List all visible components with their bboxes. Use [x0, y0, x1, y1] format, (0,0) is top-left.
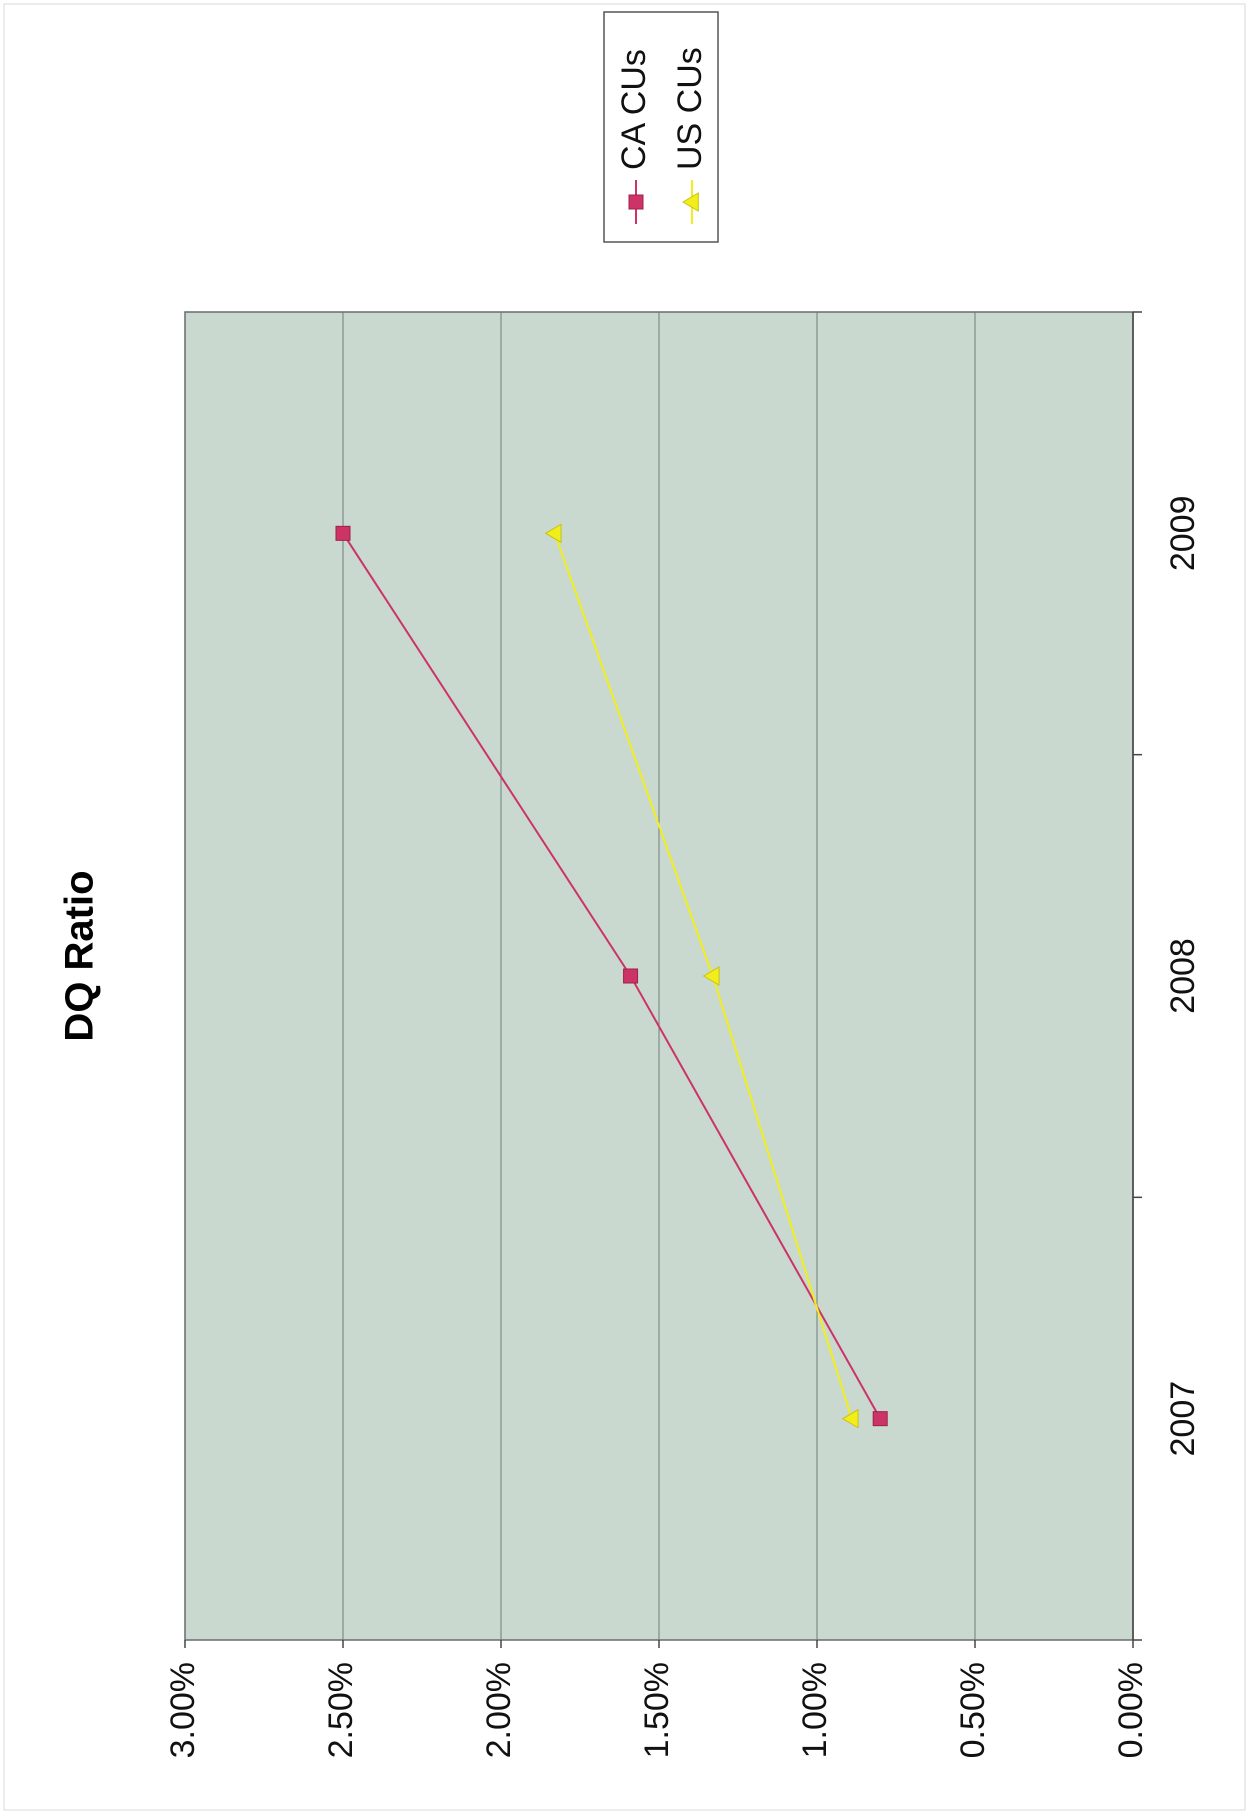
legend-label: US CUs: [671, 47, 709, 170]
data-point: [841, 1408, 859, 1429]
chart-title: DQ Ratio: [58, 870, 102, 1041]
data-point: [623, 968, 639, 984]
data-point: [682, 192, 699, 212]
series-us-cus: [544, 523, 859, 1429]
legend-entry: CA CUs: [615, 49, 653, 224]
series-layer: [335, 523, 888, 1429]
axes: 0.00% 0.50% 1.00% 1.50% 2.00% 2.50% 3.00% 2007 2…: [164, 311, 1202, 1758]
legend-entry: US CUs: [671, 47, 709, 224]
value-tick-label: 2.00%: [480, 1662, 518, 1758]
value-tick-label: 2.50%: [322, 1662, 360, 1758]
legend-box: [603, 11, 719, 243]
data-point: [872, 1411, 888, 1427]
value-tick-label: 0.00%: [1112, 1662, 1150, 1758]
value-tick-label: 3.00%: [164, 1662, 202, 1758]
series-ca-cus: [335, 525, 888, 1427]
data-point: [702, 966, 720, 986]
value-tick-label: 1.00%: [796, 1662, 834, 1758]
category-tick-label: 2008: [1164, 938, 1202, 1014]
legend-label: CA CUs: [615, 49, 653, 170]
value-tick-label: 1.50%: [638, 1662, 676, 1758]
category-tick-label: 2007: [1164, 1381, 1202, 1457]
legend: CA CUs US CUs: [603, 11, 719, 243]
value-tick-label: 0.50%: [954, 1662, 992, 1758]
data-point: [628, 194, 644, 210]
data-point: [544, 523, 562, 544]
data-point: [335, 525, 351, 541]
category-tick-label: 2009: [1164, 496, 1202, 572]
